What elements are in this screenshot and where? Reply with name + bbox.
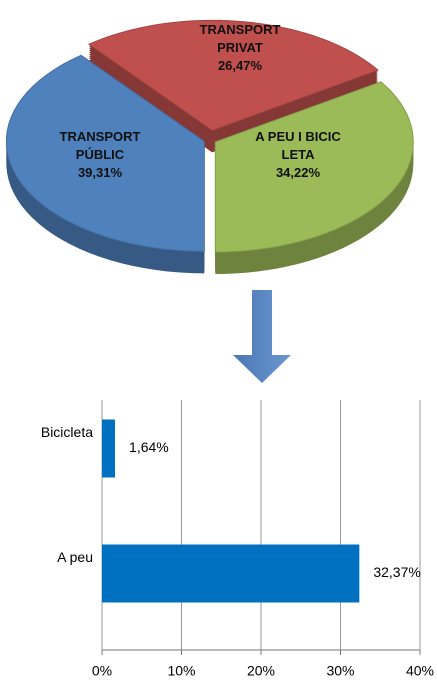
bar xyxy=(102,544,360,603)
slice-label: TRANSPORT PRIVAT 26,47% xyxy=(197,21,283,75)
value-label: 32,37% xyxy=(373,564,420,580)
x-tick-label: 40% xyxy=(406,663,434,679)
category-label: A PEU I BICICLETA xyxy=(255,129,341,162)
x-tick-label: 20% xyxy=(247,663,275,679)
x-tick-label: 10% xyxy=(167,663,195,679)
value-label: 1,64% xyxy=(129,439,169,455)
pie-slice xyxy=(5,54,205,252)
bar xyxy=(102,419,116,478)
y-tick-label: A peu xyxy=(57,549,93,565)
value-label: 34,22% xyxy=(275,165,321,180)
slice-label: A PEU I BICICLETA 34,22% xyxy=(255,128,341,182)
value-label: 39,31% xyxy=(77,165,123,180)
slice-label: TRANSPORT PÚBLIC 39,31% xyxy=(57,128,143,182)
category-label: TRANSPORT PRIVAT xyxy=(199,22,281,55)
category-label: TRANSPORT PÚBLIC xyxy=(59,129,141,162)
x-tick-label: 30% xyxy=(326,663,354,679)
pie-slice xyxy=(214,81,414,253)
x-tick-label: 0% xyxy=(92,663,112,679)
y-tick-label: Bicicleta xyxy=(41,424,93,440)
value-label: 26,47% xyxy=(217,58,263,73)
arrow xyxy=(233,290,291,383)
pie-slice xyxy=(87,19,379,131)
